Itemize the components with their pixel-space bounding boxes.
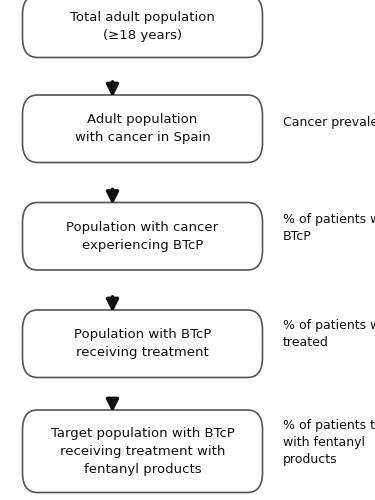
Text: % of patients who are
treated: % of patients who are treated: [283, 319, 375, 349]
Text: Population with cancer
experiencing BTcP: Population with cancer experiencing BTcP: [66, 221, 219, 252]
FancyBboxPatch shape: [22, 310, 262, 378]
Text: Total adult population
(≥18 years): Total adult population (≥18 years): [70, 10, 215, 42]
FancyBboxPatch shape: [22, 95, 262, 162]
Text: Adult population
with cancer in Spain: Adult population with cancer in Spain: [75, 114, 210, 144]
FancyBboxPatch shape: [22, 202, 262, 270]
Text: Population with BTcP
receiving treatment: Population with BTcP receiving treatment: [74, 328, 211, 359]
FancyBboxPatch shape: [22, 0, 262, 58]
Text: % of patients treated
with fentanyl
products: % of patients treated with fentanyl prod…: [283, 419, 375, 466]
Text: % of patients with
BTcP: % of patients with BTcP: [283, 212, 375, 242]
FancyBboxPatch shape: [22, 410, 262, 492]
Text: Target population with BTcP
receiving treatment with
fentanyl products: Target population with BTcP receiving tr…: [51, 427, 234, 476]
Text: Cancer prevalence: Cancer prevalence: [283, 116, 375, 129]
